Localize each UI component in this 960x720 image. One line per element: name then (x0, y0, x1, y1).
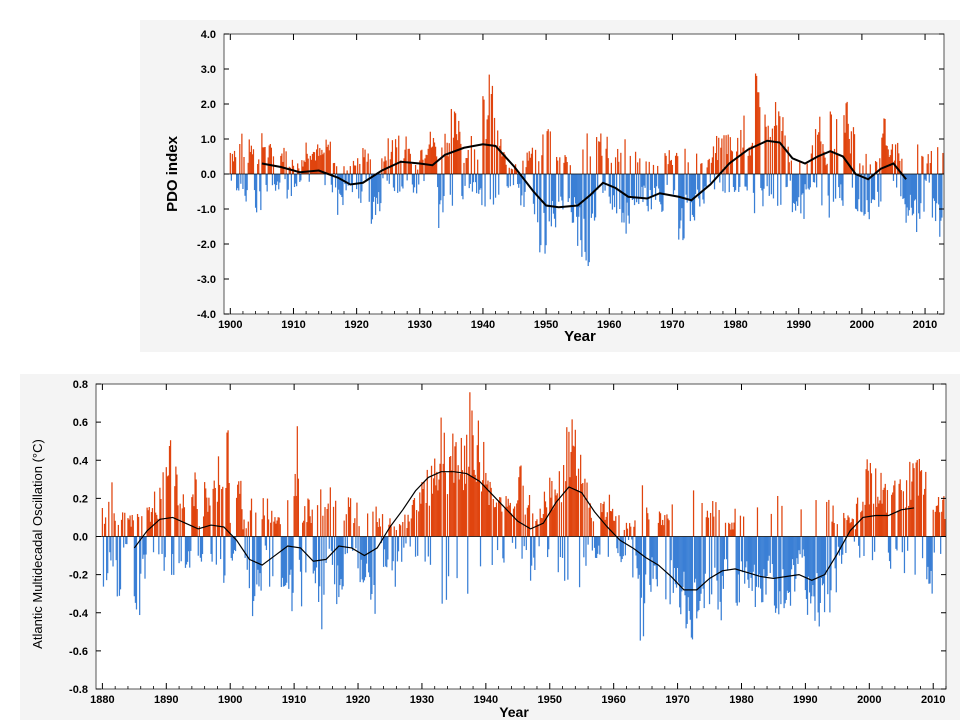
amo-x-tick-label: 1900 (218, 694, 242, 706)
pdo-y-tick-label: -1.0 (197, 204, 216, 216)
pdo-x-tick-label: 1930 (408, 319, 432, 331)
amo-y-tick-label: 0.0 (73, 532, 88, 544)
amo-y-tick-label: -0.4 (69, 608, 89, 620)
amo-x-tick-label: 1910 (282, 694, 306, 706)
pdo-x-tick-label: 1920 (344, 319, 368, 331)
amo-x-tick-label: 1890 (154, 694, 178, 706)
amo-y-tick-label: -0.6 (69, 646, 88, 658)
amo-bars-group (101, 392, 946, 641)
amo-x-axis-label: Year (499, 704, 529, 720)
pdo-smoothed-line (261, 139, 907, 209)
pdo-x-tick-label: 1950 (534, 319, 558, 331)
pdo-y-tick-label: -3.0 (197, 274, 216, 286)
amo-x-tick-label: 2010 (921, 694, 945, 706)
pdo-y-axis-label: PDO index (164, 135, 181, 212)
amo-x-tick-label: 1920 (346, 694, 370, 706)
amo-y-tick-label: -0.8 (69, 684, 88, 696)
pdo-chart-panel: 4.0 3.0 2.0 1.0 0.0 -1.0 -2.0 -3.0 -4.0 1900 1910 1… (140, 20, 960, 352)
amo-smoothed-line (133, 471, 915, 591)
pdo-y-tick-label: -4.0 (197, 309, 216, 321)
amo-x-tick-label: 1880 (90, 694, 114, 706)
amo-y-tick-label: 0.2 (73, 493, 88, 505)
amo-y-tick-label: -0.2 (69, 570, 88, 582)
amo-y-tick-label: 0.4 (73, 455, 89, 467)
amo-x-tick-label: 1950 (538, 694, 562, 706)
pdo-x-tick-label: 1970 (660, 319, 684, 331)
amo-x-tick-label: 1960 (601, 694, 625, 706)
pdo-x-tick-label: 1940 (471, 319, 495, 331)
amo-x-tick-label: 1970 (665, 694, 689, 706)
amo-x-tick-label: 1990 (793, 694, 817, 706)
pdo-x-tick-label: 1900 (218, 319, 242, 331)
amo-y-axis-label: Atlantic Multidecadal Oscillation (°C) (30, 439, 45, 649)
pdo-y-tick-label: 1.0 (201, 134, 216, 146)
pdo-y-tick-label: 4.0 (201, 29, 216, 41)
amo-y-tick-label: 0.6 (73, 417, 88, 429)
amo-x-tick-label: 1940 (474, 694, 498, 706)
pdo-x-tick-label: 1980 (723, 319, 747, 331)
pdo-x-tick-label: 2000 (850, 319, 874, 331)
pdo-x-tick-label: 1910 (281, 319, 305, 331)
pdo-y-tick-label: -2.0 (197, 239, 216, 251)
pdo-bars-group (229, 73, 944, 267)
amo-chart-panel: 0.8 0.6 0.4 0.2 0.0 -0.2 -0.4 -0.6 -0.8 1880 1890 1… (20, 374, 960, 720)
amo-x-tick-label: 1980 (729, 694, 753, 706)
pdo-y-tick-label: 2.0 (201, 99, 216, 111)
pdo-x-tick-label: 1960 (597, 319, 621, 331)
amo-x-tick-label: 2000 (857, 694, 881, 706)
amo-x-tick-label: 1930 (410, 694, 434, 706)
pdo-y-tick-label: 0.0 (201, 169, 216, 181)
pdo-x-tick-label: 2010 (913, 319, 937, 331)
amo-y-tick-label: 0.8 (73, 379, 88, 391)
pdo-y-tick-label: 3.0 (201, 64, 216, 76)
pdo-x-axis-label: Year (564, 328, 596, 345)
pdo-x-tick-label: 1990 (786, 319, 810, 331)
